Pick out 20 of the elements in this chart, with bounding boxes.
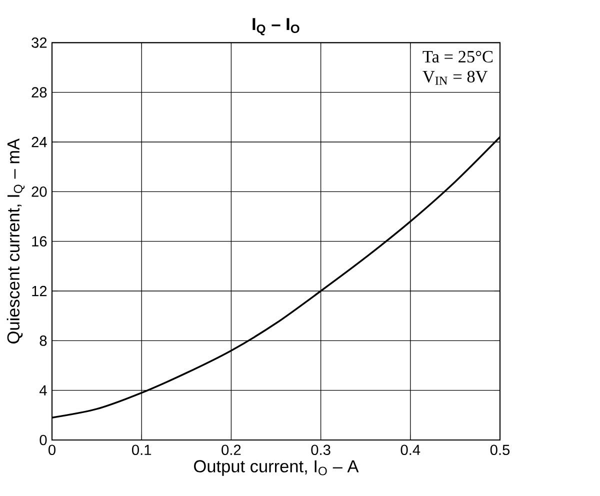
y-axis-title: Quiescent current, I$_{Q}$ – mA — [6, 138, 25, 344]
x-tick-label: 0.1 — [132, 444, 152, 456]
x-axis-title: Output current, I$_{O}$ – A — [194, 460, 359, 476]
x-tick-label: 0.5 — [490, 444, 510, 456]
y-tick-label: 12 — [32, 286, 47, 296]
x-tick-label: 0.4 — [400, 444, 420, 456]
y-tick-label: 4 — [40, 385, 47, 396]
y-tick-label: 16 — [32, 236, 47, 247]
annotation: Ta = 25°C — [422, 50, 493, 63]
annotation: V$_{IN}$ = 8V — [422, 70, 488, 85]
y-tick-label: 20 — [32, 186, 47, 197]
y-tick-label: 24 — [32, 136, 47, 148]
y-tick-label: 8 — [40, 336, 47, 346]
x-tick-label: 0.2 — [222, 444, 241, 456]
y-tick-label: 0 — [40, 434, 47, 446]
y-tick-label: 28 — [32, 87, 47, 98]
x-tick-label: 0.3 — [311, 444, 330, 456]
y-tick-label: 32 — [32, 38, 47, 48]
chart-title: I$_{Q}$ – I$_{O}$ — [252, 18, 300, 36]
x-tick-label: 0 — [48, 444, 56, 456]
